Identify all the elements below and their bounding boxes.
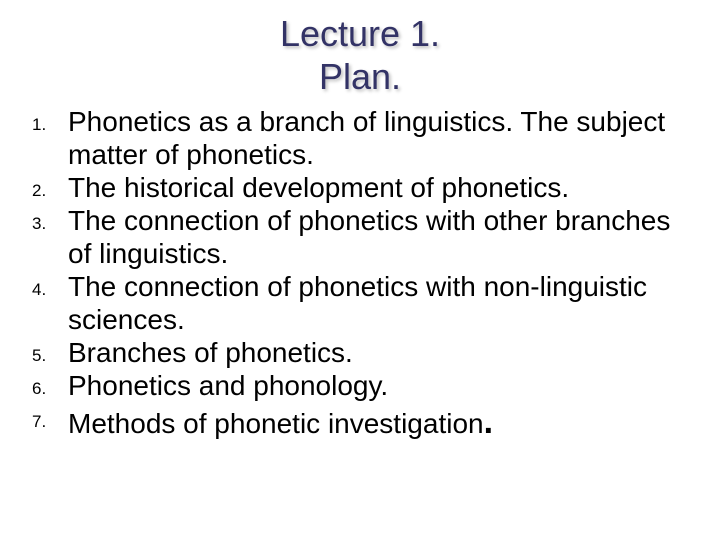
list-item: 6. Phonetics and phonology. xyxy=(20,369,700,402)
list-item: 4. The connection of phonetics with non-… xyxy=(20,270,700,336)
list-number: 3. xyxy=(20,204,68,234)
list-number: 6. xyxy=(20,369,68,399)
list-text: The connection of phonetics with non-lin… xyxy=(68,270,700,336)
plan-list: 1. Phonetics as a branch of linguistics.… xyxy=(20,105,700,442)
slide-title-line2: Plan. xyxy=(0,55,720,98)
list-text-inner: Methods of phonetic investigation xyxy=(68,408,484,439)
list-number: 1. xyxy=(20,105,68,135)
list-number: 7. xyxy=(20,402,68,432)
list-number: 2. xyxy=(20,171,68,201)
list-text: Methods of phonetic investigation. xyxy=(68,402,700,442)
list-item: 3. The connection of phonetics with othe… xyxy=(20,204,700,270)
slide-title-line1: Lecture 1. xyxy=(0,12,720,55)
list-item: 5. Branches of phonetics. xyxy=(20,336,700,369)
list-text: Phonetics as a branch of linguistics. Th… xyxy=(68,105,700,171)
list-item: 1. Phonetics as a branch of linguistics.… xyxy=(20,105,700,171)
list-text: Phonetics and phonology. xyxy=(68,369,700,402)
list-item: 2. The historical development of phoneti… xyxy=(20,171,700,204)
list-number: 4. xyxy=(20,270,68,300)
list-text: Branches of phonetics. xyxy=(68,336,700,369)
list-text: The historical development of phonetics. xyxy=(68,171,700,204)
list-item: 7. Methods of phonetic investigation. xyxy=(20,402,700,442)
emphasized-period: . xyxy=(484,403,493,441)
list-text: The connection of phonetics with other b… xyxy=(68,204,700,270)
plan-list-container: 1. Phonetics as a branch of linguistics.… xyxy=(20,105,700,442)
slide-title-container: Lecture 1. Plan. xyxy=(0,0,720,106)
list-number: 5. xyxy=(20,336,68,366)
